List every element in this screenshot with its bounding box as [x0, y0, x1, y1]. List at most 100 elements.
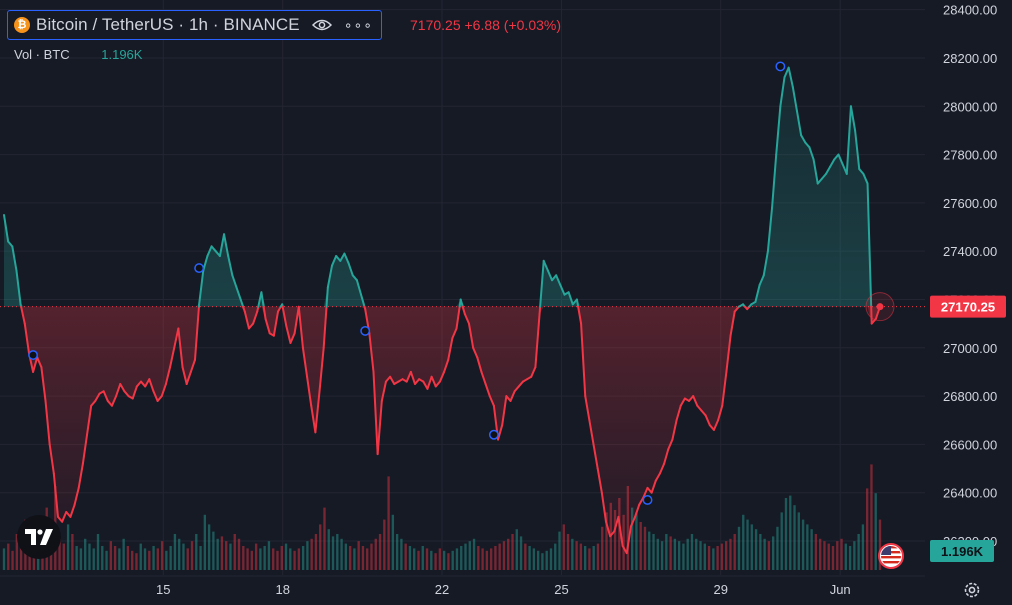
price-segment [434, 380, 441, 388]
more-options-icon[interactable]: ∘∘∘ [343, 16, 374, 33]
volume-bar [293, 550, 296, 570]
volume-bar [588, 548, 591, 570]
volume-bar [746, 519, 749, 570]
price-segment [314, 390, 321, 434]
price-segment [422, 380, 429, 390]
price-segment [534, 312, 541, 369]
us-flag-icon[interactable] [878, 543, 904, 569]
volume-bar [366, 548, 369, 570]
price-segment [343, 252, 350, 265]
price-segment [555, 274, 562, 286]
volume-bar [836, 541, 839, 570]
y-tick-label: 27000.00 [943, 341, 997, 356]
volume-bar [720, 543, 724, 570]
volume-bar [96, 534, 100, 570]
volume-bar [866, 488, 869, 570]
volume-bar [635, 512, 638, 570]
price-segment [663, 448, 670, 465]
volume-bar [391, 514, 395, 570]
volume-bar [267, 541, 271, 570]
price-segment [539, 259, 545, 308]
volume-bar [536, 550, 540, 570]
symbol-title[interactable]: Bitcoin / TetherUS · 1h · BINANCE [36, 15, 300, 34]
volume-bar [558, 531, 561, 570]
volume-bar [126, 546, 130, 570]
price-segment [23, 322, 30, 354]
y-tick-label: 26800.00 [943, 389, 997, 404]
price-segment [854, 129, 861, 171]
eye-icon[interactable] [311, 18, 332, 32]
price-segment [123, 390, 130, 398]
price-segment [866, 182, 873, 308]
event-marker[interactable] [28, 350, 39, 360]
price-segment [61, 511, 68, 523]
volume-bar [549, 548, 553, 570]
event-marker[interactable] [360, 325, 371, 336]
volume-bar [515, 529, 518, 570]
volume-bar [182, 543, 185, 570]
price-segment [262, 305, 267, 320]
price-segment [164, 366, 172, 386]
volume-bar [806, 524, 809, 570]
volume-bar [370, 543, 373, 570]
price-segment [351, 274, 358, 282]
price-segment [455, 305, 461, 330]
volume-bar [442, 550, 446, 570]
event-marker[interactable] [775, 61, 786, 72]
volume-bar [643, 526, 647, 570]
volume-bar [472, 538, 476, 570]
price-segment [804, 141, 811, 149]
last-price-tag [930, 295, 1006, 318]
price-segment [223, 233, 230, 258]
volume-bar [122, 538, 125, 570]
volume-bar [237, 538, 241, 570]
price-segment [671, 419, 678, 441]
gear-icon[interactable] [962, 580, 982, 600]
price-segment [825, 165, 832, 175]
price-segment [771, 153, 778, 209]
price-segment [779, 76, 786, 108]
price-segment [447, 337, 454, 361]
volume-bar [284, 543, 288, 570]
event-marker[interactable] [642, 495, 653, 505]
event-marker[interactable] [488, 429, 499, 440]
price-segment [380, 380, 387, 402]
volume-bar [434, 553, 437, 570]
volume-bar [66, 524, 70, 570]
volume-bar [784, 498, 788, 570]
volume-bar [113, 546, 117, 570]
event-marker[interactable] [194, 263, 205, 274]
price-segment [81, 433, 89, 465]
price-axis[interactable]: 26200.0026400.0026600.0026800.0027000.00… [926, 0, 1012, 605]
volume-bar [754, 529, 758, 570]
event-markers[interactable] [28, 61, 895, 505]
volume-bar [699, 541, 702, 570]
price-segment [325, 286, 329, 308]
price-segment [243, 310, 250, 330]
volume-bar [216, 538, 219, 570]
volume-tag-label: 1.196K [941, 544, 984, 559]
volume-bar [7, 543, 10, 570]
volume-bar [767, 541, 771, 570]
price-segment [849, 105, 857, 132]
volume-bar [601, 526, 604, 570]
volume-bar [729, 538, 732, 570]
volume-bar [464, 543, 467, 570]
tradingview-logo-icon[interactable] [17, 515, 61, 559]
volume-bar [254, 543, 258, 570]
symbol-title-box[interactable]: ₿ Bitcoin / TetherUS · 1h · BINANCE ∘∘∘ [7, 10, 383, 40]
volume-bar [233, 534, 236, 570]
volume-bar [323, 507, 326, 570]
price-segment [69, 503, 76, 518]
time-axis[interactable]: 15 18 22 25 29 Jun [0, 575, 925, 597]
price-segment [360, 293, 366, 308]
price-segment [231, 274, 238, 289]
price-segment [584, 395, 591, 422]
bitcoin-coin-icon: ₿ [14, 17, 30, 33]
last-price-dot [876, 303, 884, 311]
volume-bar [387, 476, 390, 570]
volume-bar [259, 548, 262, 570]
price-segment [692, 395, 699, 407]
volume-bar [814, 534, 818, 570]
